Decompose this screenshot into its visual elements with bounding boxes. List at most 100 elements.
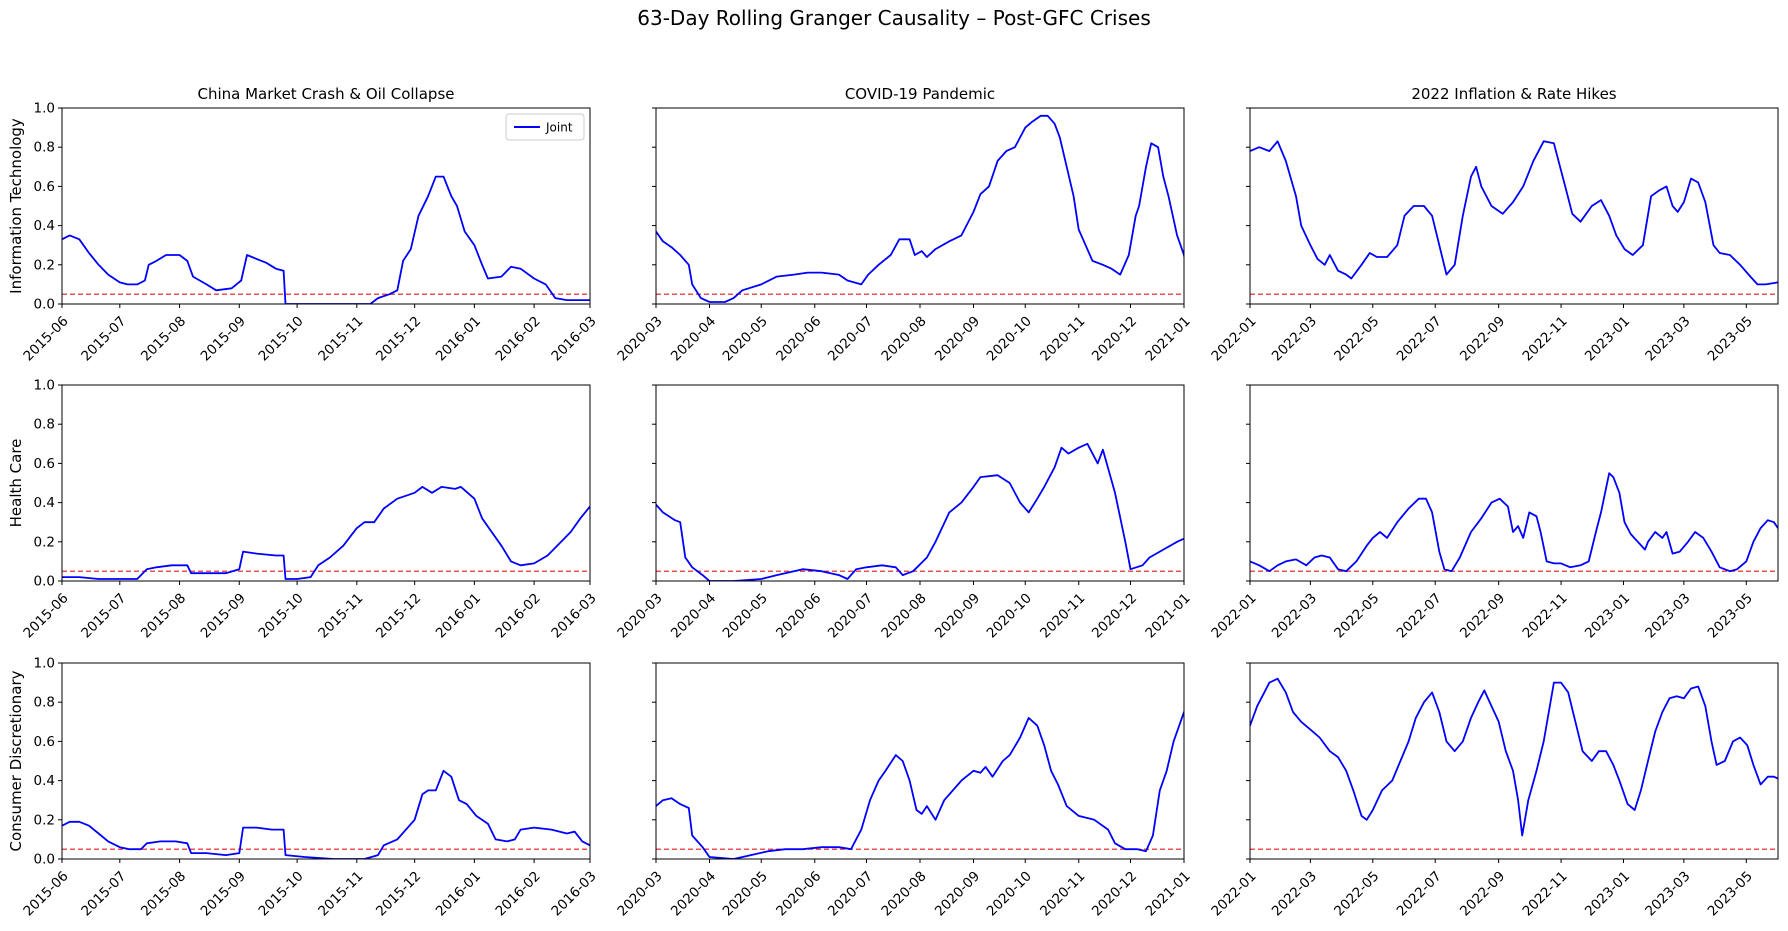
x-tick-label: 2022-01 <box>1208 868 1259 919</box>
y-tick-label: 1.0 <box>34 101 55 117</box>
x-tick-label: 2015-10 <box>256 313 307 364</box>
axes-frame <box>61 107 591 305</box>
y-tick-label: 0.8 <box>34 695 55 711</box>
axes-frame <box>655 662 1185 860</box>
x-tick-label: 2015-09 <box>198 590 249 641</box>
x-tick-label: 2023-05 <box>1705 868 1756 919</box>
series-line-joint <box>656 114 1184 303</box>
x-tick-label: 2020-06 <box>773 590 824 641</box>
y-tick-label: 0.0 <box>34 852 55 868</box>
x-tick-label: 2021-01 <box>1142 590 1193 641</box>
x-tick-label: 2020-04 <box>668 868 719 919</box>
x-tick-label: 2022-09 <box>1457 313 1508 364</box>
axes-frame <box>61 662 591 860</box>
y-tick-label: 0.0 <box>34 297 55 313</box>
x-tick-label: 2020-11 <box>1037 590 1088 641</box>
y-axis-label: Consumer Discretionary <box>7 670 25 851</box>
series-line-joint <box>1250 140 1778 286</box>
x-tick-label: 2023-05 <box>1705 590 1756 641</box>
series-line-joint <box>62 175 590 304</box>
x-tick-label: 2022-03 <box>1269 590 1320 641</box>
x-tick-label: 2020-07 <box>825 590 876 641</box>
legend-label: Joint <box>545 121 573 135</box>
axes-frame <box>61 384 591 582</box>
x-tick-label: 2023-03 <box>1642 590 1693 641</box>
x-tick-label: 2016-01 <box>433 590 484 641</box>
x-tick-label: 2020-09 <box>932 590 983 641</box>
series-line-joint <box>62 486 590 580</box>
x-tick-label: 2023-03 <box>1642 868 1693 919</box>
x-tick-label: 2021-01 <box>1142 313 1193 364</box>
x-tick-label: 2015-08 <box>138 590 189 641</box>
x-tick-label: 2022-09 <box>1457 868 1508 919</box>
y-axis-label: Information Technology <box>7 118 25 294</box>
y-tick-label: 0.2 <box>34 534 55 550</box>
x-tick-label: 2015-12 <box>373 590 424 641</box>
x-tick-label: 2016-01 <box>433 868 484 919</box>
x-tick-label: 2015-06 <box>20 313 71 364</box>
x-tick-label: 2022-01 <box>1208 590 1259 641</box>
x-tick-label: 2020-06 <box>773 313 824 364</box>
x-tick-label: 2016-03 <box>548 590 599 641</box>
x-tick-label: 2022-11 <box>1519 590 1570 641</box>
x-tick-label: 2020-12 <box>1089 868 1140 919</box>
x-tick-label: 2022-07 <box>1394 590 1445 641</box>
x-tick-label: 2022-11 <box>1519 313 1570 364</box>
x-tick-label: 2020-10 <box>984 313 1035 364</box>
y-tick-label: 0.8 <box>34 417 55 433</box>
x-tick-label: 2015-11 <box>315 868 366 919</box>
axes-frame <box>1249 107 1779 305</box>
y-tick-label: 0.2 <box>34 257 55 273</box>
x-tick-label: 2023-05 <box>1705 313 1756 364</box>
axes-frame <box>655 384 1185 582</box>
x-tick-label: 2020-07 <box>825 868 876 919</box>
axes-frame <box>1249 662 1779 860</box>
x-tick-label: 2020-09 <box>932 313 983 364</box>
x-tick-label: 2023-01 <box>1582 313 1633 364</box>
x-tick-label: 2022-03 <box>1269 868 1320 919</box>
x-tick-label: 2022-03 <box>1269 313 1320 364</box>
panel: 2020-03 2020-04 2020-05 2020-06 2020-07 2020-… <box>614 662 1194 919</box>
x-tick-label: 2016-02 <box>493 868 544 919</box>
x-tick-label: 2020-08 <box>878 590 929 641</box>
x-tick-label: 2020-12 <box>1089 313 1140 364</box>
x-tick-label: 2020-12 <box>1089 590 1140 641</box>
figure-title: 63-Day Rolling Granger Causality – Post-… <box>637 6 1150 30</box>
y-tick-label: 0.6 <box>34 734 55 750</box>
x-tick-label: 2015-07 <box>78 313 129 364</box>
x-tick-label: 2020-05 <box>720 590 771 641</box>
x-tick-label: 2015-08 <box>138 868 189 919</box>
x-tick-label: 2015-09 <box>198 313 249 364</box>
x-tick-label: 2022-05 <box>1331 313 1382 364</box>
x-tick-label: 2022-09 <box>1457 590 1508 641</box>
x-tick-label: 2016-02 <box>493 313 544 364</box>
x-tick-label: 2023-01 <box>1582 590 1633 641</box>
x-tick-label: 2020-08 <box>878 313 929 364</box>
series-line-joint <box>62 769 590 859</box>
x-tick-label: 2016-02 <box>493 590 544 641</box>
legend-box <box>505 113 585 141</box>
x-tick-label: 2021-01 <box>1142 868 1193 919</box>
y-tick-label: 0.8 <box>34 140 55 156</box>
series-line-joint <box>1250 677 1778 837</box>
x-tick-label: 2016-01 <box>433 313 484 364</box>
x-tick-label: 2020-05 <box>720 868 771 919</box>
series-line-joint <box>1250 472 1778 573</box>
x-tick-label: 2020-03 <box>614 590 665 641</box>
x-tick-label: 2020-03 <box>614 313 665 364</box>
x-tick-label: 2022-11 <box>1519 868 1570 919</box>
x-tick-label: 2020-04 <box>668 590 719 641</box>
panel: Consumer Discretionary 0.0 0.2 0.4 0.6 0.8 1.0… <box>7 656 600 920</box>
axes-frame <box>1249 384 1779 582</box>
x-tick-label: 2020-10 <box>984 868 1035 919</box>
y-tick-label: 0.0 <box>34 574 55 590</box>
x-tick-label: 2023-01 <box>1582 868 1633 919</box>
x-tick-label: 2022-05 <box>1331 590 1382 641</box>
panel: China Market Crash & Oil Collapse Informa… <box>7 85 600 364</box>
x-tick-label: 2020-04 <box>668 313 719 364</box>
x-tick-label: 2020-03 <box>614 868 665 919</box>
y-tick-label: 1.0 <box>34 656 55 672</box>
